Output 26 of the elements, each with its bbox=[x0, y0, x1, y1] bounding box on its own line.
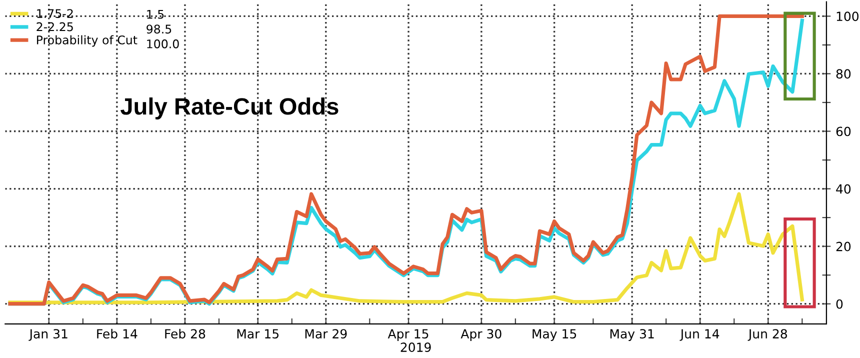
y-tick-label: 40 bbox=[836, 184, 851, 194]
text: July Rate-Cut Odds bbox=[120, 97, 338, 120]
x-tick-label: Feb 14 bbox=[97, 328, 138, 339]
x-tick-label: May 31 bbox=[610, 329, 654, 341]
annotation: 1.5 bbox=[147, 10, 164, 19]
y-tick-label: 80 bbox=[836, 69, 851, 79]
annotation: 100.0 bbox=[147, 39, 179, 48]
y-tick-label: 20 bbox=[836, 242, 851, 252]
x-tick-label: Jan 31 bbox=[28, 329, 68, 341]
x-tick-label: Jun 28 bbox=[748, 329, 787, 341]
y-tick-label: 0 bbox=[836, 299, 843, 309]
legend-label: 2-2.25 bbox=[36, 22, 73, 32]
annotation: 98.5 bbox=[146, 24, 172, 34]
x-tick-label: May 15 bbox=[532, 329, 576, 341]
x-tick-label: Feb 28 bbox=[165, 328, 206, 339]
x-tick-label: Apr 15 bbox=[388, 329, 428, 341]
x-tick-label: Mar 15 bbox=[237, 329, 279, 339]
x-tick-label: Jun 14 bbox=[680, 329, 720, 341]
x-tick-label: Mar 29 bbox=[305, 329, 347, 339]
y-tick-label: 100 bbox=[836, 12, 859, 22]
line-series bbox=[8, 192, 804, 304]
legend-label: 1.75-2 bbox=[37, 9, 73, 18]
x-tick-label: Apr 30 bbox=[460, 329, 502, 341]
y-tick-label: 60 bbox=[836, 126, 851, 136]
legend-label: Probability of Cut bbox=[37, 35, 138, 47]
x-axis-title: 2019 bbox=[400, 342, 431, 352]
